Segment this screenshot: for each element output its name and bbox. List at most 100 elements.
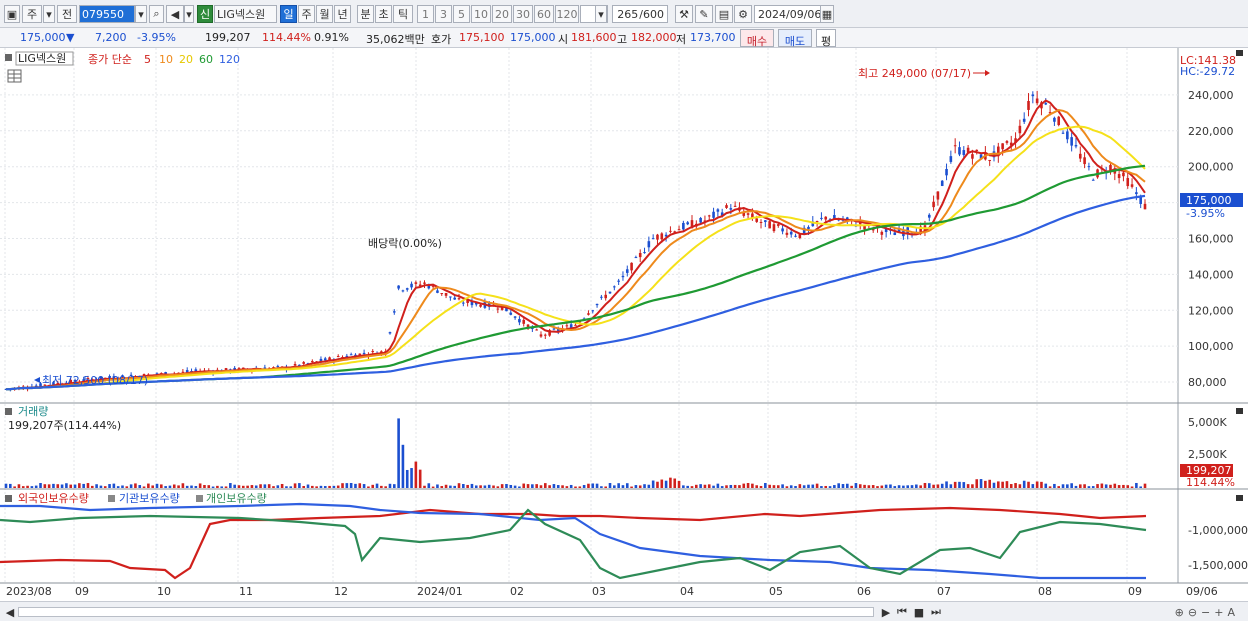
zoom-in-icon[interactable]: ⊕ bbox=[1174, 605, 1184, 619]
volume-bar bbox=[927, 483, 931, 488]
layout-icon[interactable]: ▣ bbox=[4, 5, 20, 23]
volume-bar bbox=[1061, 484, 1065, 488]
date-input[interactable]: 2024/09/06 bbox=[754, 5, 824, 23]
volume-bar bbox=[1074, 485, 1078, 488]
volume-bar bbox=[1044, 483, 1048, 488]
candle-body bbox=[539, 334, 543, 337]
market-label: 주 bbox=[26, 8, 38, 21]
candle-body bbox=[34, 385, 38, 387]
search-icon[interactable]: ⌕ bbox=[149, 5, 164, 23]
credit-badge[interactable]: 신 bbox=[197, 5, 213, 23]
gear-icon[interactable]: ⚙ bbox=[734, 5, 752, 23]
calendar-icon[interactable]: ▦ bbox=[820, 5, 834, 23]
volume-bar bbox=[388, 483, 392, 488]
volume-bar bbox=[436, 484, 439, 488]
candle-body bbox=[863, 226, 866, 230]
x-axis-label: 11 bbox=[239, 585, 253, 598]
candle-body bbox=[1061, 132, 1065, 134]
first-page-icon[interactable]: ⏮ bbox=[897, 605, 907, 618]
sell-button[interactable]: 매도 bbox=[778, 29, 812, 48]
interval-10-button[interactable]: 10 bbox=[471, 5, 491, 23]
draw-tool-icon[interactable]: ✎ bbox=[695, 5, 713, 23]
interval-dropdown-icon[interactable]: ▾ bbox=[595, 5, 607, 23]
candle-body bbox=[1130, 184, 1134, 187]
price-y-ticks: 240,000220,000200,000180,000160,000140,0… bbox=[1188, 89, 1234, 389]
ma-20-label: 20 bbox=[179, 53, 193, 66]
volume-bar bbox=[449, 485, 452, 488]
candle-body bbox=[39, 383, 42, 387]
volume-bar bbox=[1087, 486, 1091, 488]
candle-body bbox=[833, 215, 836, 219]
stock-name-field[interactable]: LIG넥스원 bbox=[214, 5, 277, 23]
stock-code-input[interactable]: 079550 bbox=[79, 5, 135, 23]
ma-5-label: 5 bbox=[144, 53, 151, 66]
scroll-right-icon[interactable]: ▶ bbox=[881, 605, 891, 619]
stock-chart[interactable]: LIG넥스원 종가 단순 5 10 20 60 120 LC:141.38 HC… bbox=[0, 48, 1248, 601]
period-year-button[interactable]: 년 bbox=[334, 5, 351, 23]
volume-bar bbox=[319, 485, 323, 488]
holdings-close-icon[interactable] bbox=[1236, 495, 1243, 501]
font-icon[interactable]: A bbox=[1227, 605, 1235, 619]
speaker-dropdown-icon[interactable]: ▾ bbox=[184, 5, 194, 23]
volume-bar bbox=[984, 480, 987, 488]
chart-scrollbar[interactable]: ◀ ▶ ⏮ ■ ⏭ ⊕ ⊖ − + A bbox=[0, 601, 1248, 621]
volume-menu-icon[interactable] bbox=[5, 408, 12, 415]
market-select[interactable]: 주 bbox=[22, 5, 42, 23]
volume-bar bbox=[811, 484, 815, 488]
interval-5-button[interactable]: 5 bbox=[453, 5, 470, 23]
candle-body bbox=[638, 252, 642, 258]
tool-icons: ⊕ ⊖ − + A bbox=[955, 605, 1235, 619]
volume-title: 거래량 bbox=[18, 405, 48, 418]
prev-button[interactable]: 전 bbox=[57, 5, 77, 23]
volume-bar bbox=[457, 483, 461, 488]
volume-bar bbox=[625, 483, 629, 488]
interval-20-button[interactable]: 20 bbox=[492, 5, 512, 23]
volume-bar bbox=[211, 486, 215, 488]
chart-background bbox=[0, 48, 1248, 601]
period-minute-button[interactable]: 분 bbox=[357, 5, 374, 23]
minus-icon[interactable]: − bbox=[1201, 605, 1211, 619]
interval-120-button[interactable]: 120 bbox=[555, 5, 579, 23]
volume-bar bbox=[73, 484, 77, 488]
buy-button[interactable]: 매수 bbox=[740, 29, 774, 48]
holdings-menu-icon[interactable] bbox=[5, 495, 12, 502]
volume-bar bbox=[738, 485, 741, 488]
candle-body bbox=[418, 284, 422, 287]
volume-bar bbox=[276, 485, 280, 488]
zoom-out-icon[interactable]: ⊖ bbox=[1187, 605, 1198, 619]
stop-icon[interactable]: ■ bbox=[913, 605, 925, 619]
period-second-button[interactable]: 초 bbox=[375, 5, 392, 23]
indicator-icon[interactable]: ⚒ bbox=[675, 5, 693, 23]
period-month-button[interactable]: 월 bbox=[316, 5, 333, 23]
interval-3-button[interactable]: 3 bbox=[435, 5, 452, 23]
volume-bar bbox=[1104, 484, 1108, 488]
interval-30-button[interactable]: 30 bbox=[513, 5, 533, 23]
candle-body bbox=[936, 191, 940, 200]
save-icon[interactable]: ▤ bbox=[715, 5, 733, 23]
panel-menu-icon[interactable] bbox=[5, 54, 12, 61]
period-week-button[interactable]: 주 bbox=[298, 5, 315, 23]
scroll-left-icon[interactable]: ◀ bbox=[5, 605, 15, 619]
candle-body bbox=[56, 382, 60, 384]
market-dropdown-icon[interactable]: ▾ bbox=[43, 5, 55, 23]
code-dropdown-icon[interactable]: ▾ bbox=[135, 5, 147, 23]
volume-bar bbox=[522, 483, 526, 488]
price-change: 7,200 bbox=[95, 31, 127, 44]
candle-body bbox=[496, 308, 500, 310]
period-tick-button[interactable]: 틱 bbox=[393, 5, 413, 23]
interval-60-button[interactable]: 60 bbox=[534, 5, 554, 23]
volume-close-icon[interactable] bbox=[1236, 408, 1243, 414]
next-page-icon[interactable]: ⏭ bbox=[931, 605, 941, 618]
candle-body bbox=[1001, 143, 1004, 150]
interval-1-button[interactable]: 1 bbox=[417, 5, 434, 23]
period-day-button[interactable]: 일 bbox=[280, 5, 297, 23]
volume-bar bbox=[483, 485, 487, 488]
price-panel-close-icon[interactable] bbox=[1236, 50, 1243, 56]
average-button[interactable]: 평 bbox=[816, 29, 836, 48]
current-price: 175,000 bbox=[20, 31, 66, 44]
data-count-input[interactable]: 265/600 bbox=[612, 5, 668, 23]
stock-name-value: LIG넥스원 bbox=[217, 8, 266, 21]
scroll-track[interactable] bbox=[18, 607, 874, 617]
plus-icon[interactable]: + bbox=[1214, 605, 1224, 619]
speaker-icon[interactable]: ◀ bbox=[166, 5, 184, 23]
